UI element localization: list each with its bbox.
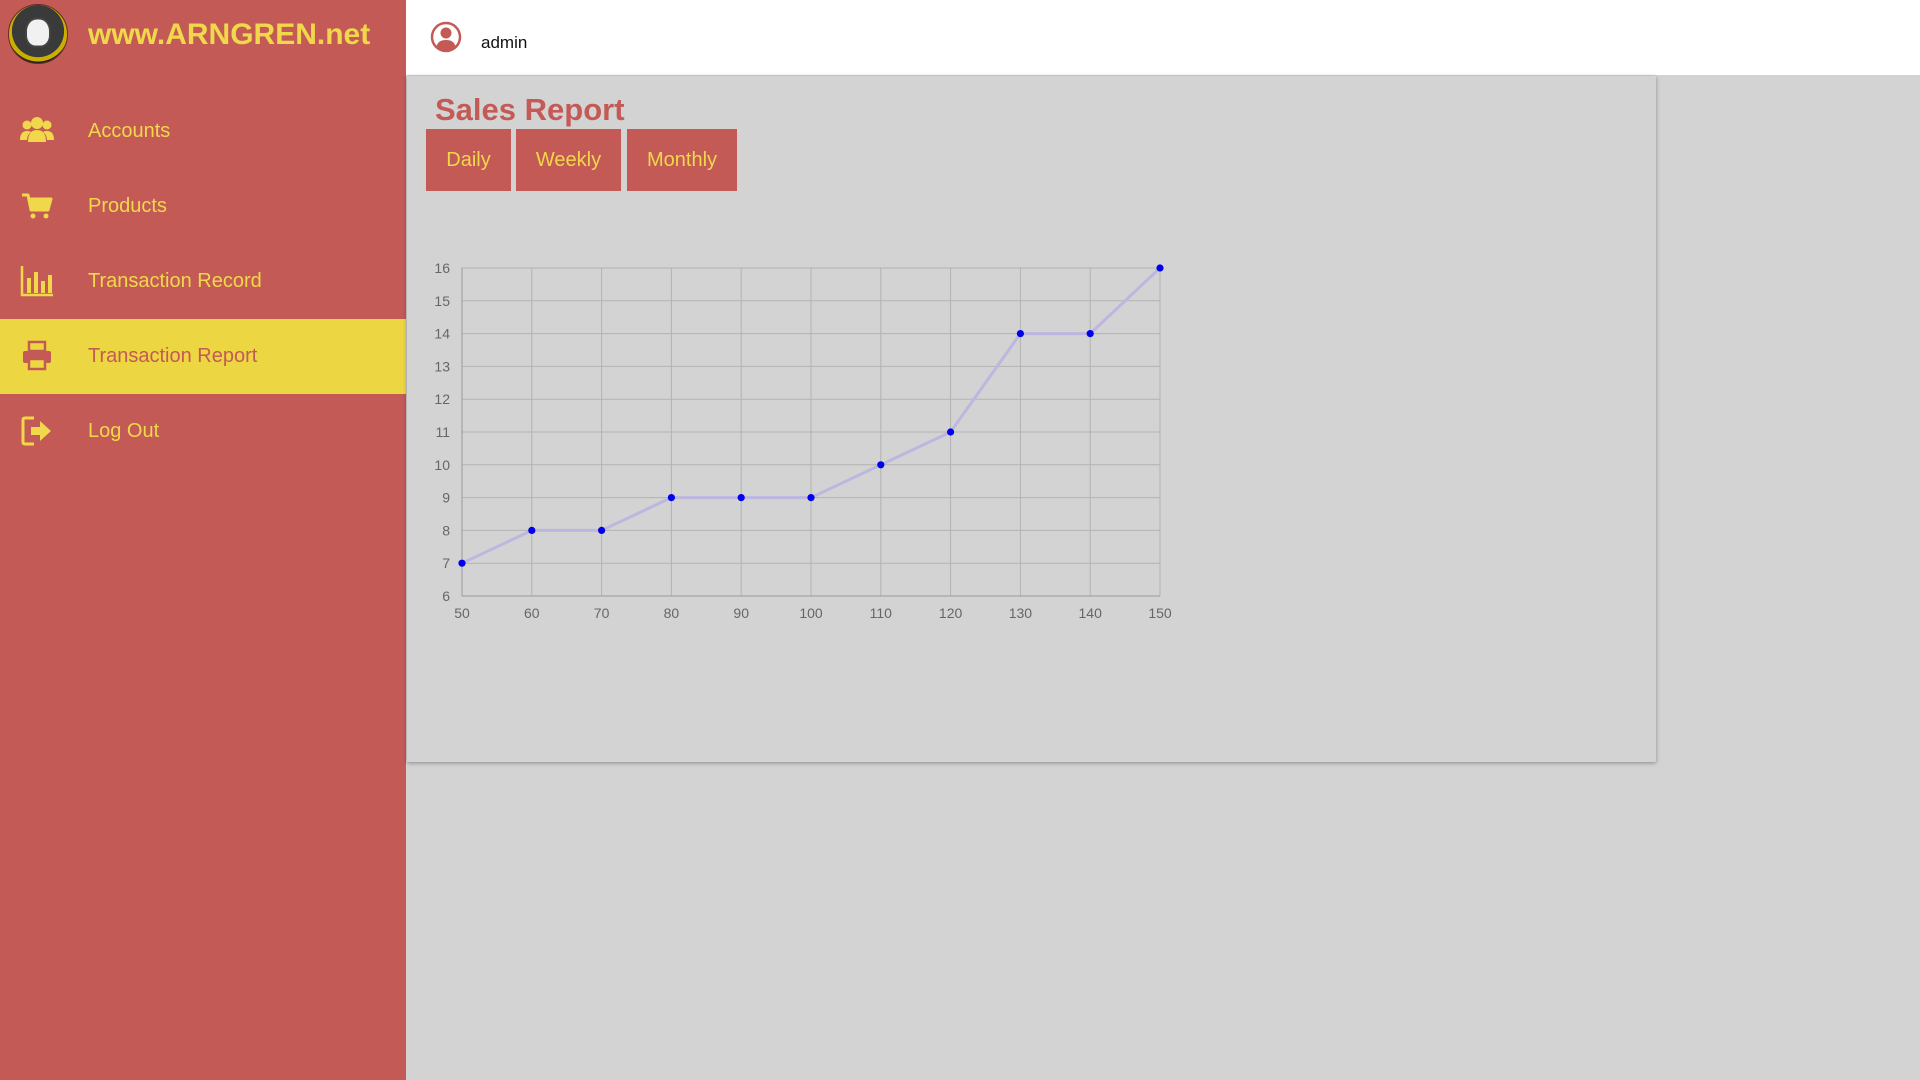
sidebar-nav: Accounts Products Transaction Record xyxy=(0,94,406,469)
data-point xyxy=(667,494,675,502)
cart-icon xyxy=(22,193,53,219)
sales-line-chart: 50 60 70 80 90 100 110 120 130 140 150 6 7 8 9 10 11 12 13… xyxy=(434,260,1171,621)
logo-face-icon xyxy=(25,17,51,48)
y-tick-label: 16 xyxy=(434,260,450,276)
data-point xyxy=(807,494,815,502)
brand-header[interactable]: www.ARNGREN.net xyxy=(0,0,406,76)
users-icon xyxy=(20,117,54,142)
sidebar-item-log-out[interactable]: Log Out xyxy=(0,394,406,469)
chart-axes xyxy=(461,268,1160,597)
data-point xyxy=(598,526,606,534)
x-tick-label: 60 xyxy=(524,605,540,621)
y-tick-label: 9 xyxy=(442,490,450,506)
x-tick-label: 110 xyxy=(870,605,893,621)
data-point xyxy=(737,494,745,502)
data-point xyxy=(1086,330,1094,338)
topbar: admin xyxy=(406,0,1920,75)
x-tick-label: 90 xyxy=(733,605,749,621)
data-point xyxy=(528,526,536,534)
bar-chart-icon xyxy=(20,266,53,297)
sidebar-item-label: Transaction Report xyxy=(88,345,258,367)
x-tick-label: 150 xyxy=(1148,605,1172,621)
page-title: Sales Report xyxy=(435,92,625,127)
sidebar-item-label: Log Out xyxy=(88,420,160,442)
y-tick-label: 11 xyxy=(435,424,450,440)
sales-report-panel: Sales Report Daily Weekly Monthly xyxy=(407,76,1656,762)
username[interactable]: admin xyxy=(481,33,528,52)
y-tick-label: 15 xyxy=(434,293,450,309)
monthly-button[interactable]: Monthly xyxy=(627,129,737,191)
chart-tick-labels: 50 60 70 80 90 100 110 120 130 140 150 6 7 8 9 10 11 12 13… xyxy=(434,260,1171,621)
weekly-button[interactable]: Weekly xyxy=(516,129,621,191)
sidebar: www.ARNGREN.net Accounts Products xyxy=(0,0,406,1080)
x-tick-label: 70 xyxy=(594,605,610,621)
logout-icon xyxy=(21,416,51,446)
x-tick-label: 120 xyxy=(939,605,963,621)
data-point xyxy=(877,461,885,469)
sidebar-item-products[interactable]: Products xyxy=(0,169,406,244)
y-tick-label: 6 xyxy=(442,588,450,604)
sidebar-item-accounts[interactable]: Accounts xyxy=(0,94,406,169)
y-tick-label: 8 xyxy=(442,522,450,538)
user-circle-icon[interactable] xyxy=(430,21,462,53)
y-tick-label: 7 xyxy=(442,555,450,571)
data-point xyxy=(1016,330,1024,338)
y-tick-label: 10 xyxy=(434,457,450,473)
sidebar-item-transaction-record[interactable]: Transaction Record xyxy=(0,244,406,319)
arngren-logo[interactable] xyxy=(8,4,68,64)
sidebar-item-label: Accounts xyxy=(88,120,171,142)
x-tick-label: 140 xyxy=(1079,605,1103,621)
sidebar-item-label: Transaction Record xyxy=(88,270,262,292)
chart-series xyxy=(458,264,1164,567)
x-tick-label: 130 xyxy=(1009,605,1033,621)
daily-button[interactable]: Daily xyxy=(426,129,511,191)
x-tick-label: 100 xyxy=(799,605,823,621)
y-tick-label: 12 xyxy=(434,391,450,407)
sidebar-item-transaction-report[interactable]: Transaction Report xyxy=(0,319,406,394)
chart-grid xyxy=(461,267,1161,597)
printer-icon xyxy=(23,340,51,371)
brand-name[interactable]: www.ARNGREN.net xyxy=(88,18,371,51)
sidebar-item-label: Products xyxy=(88,195,167,217)
y-tick-label: 13 xyxy=(434,358,450,374)
x-tick-label: 50 xyxy=(454,605,470,621)
y-tick-label: 14 xyxy=(434,326,450,342)
data-point xyxy=(947,428,955,436)
data-point xyxy=(458,559,466,567)
data-point xyxy=(1156,264,1164,272)
x-tick-label: 80 xyxy=(664,605,680,621)
